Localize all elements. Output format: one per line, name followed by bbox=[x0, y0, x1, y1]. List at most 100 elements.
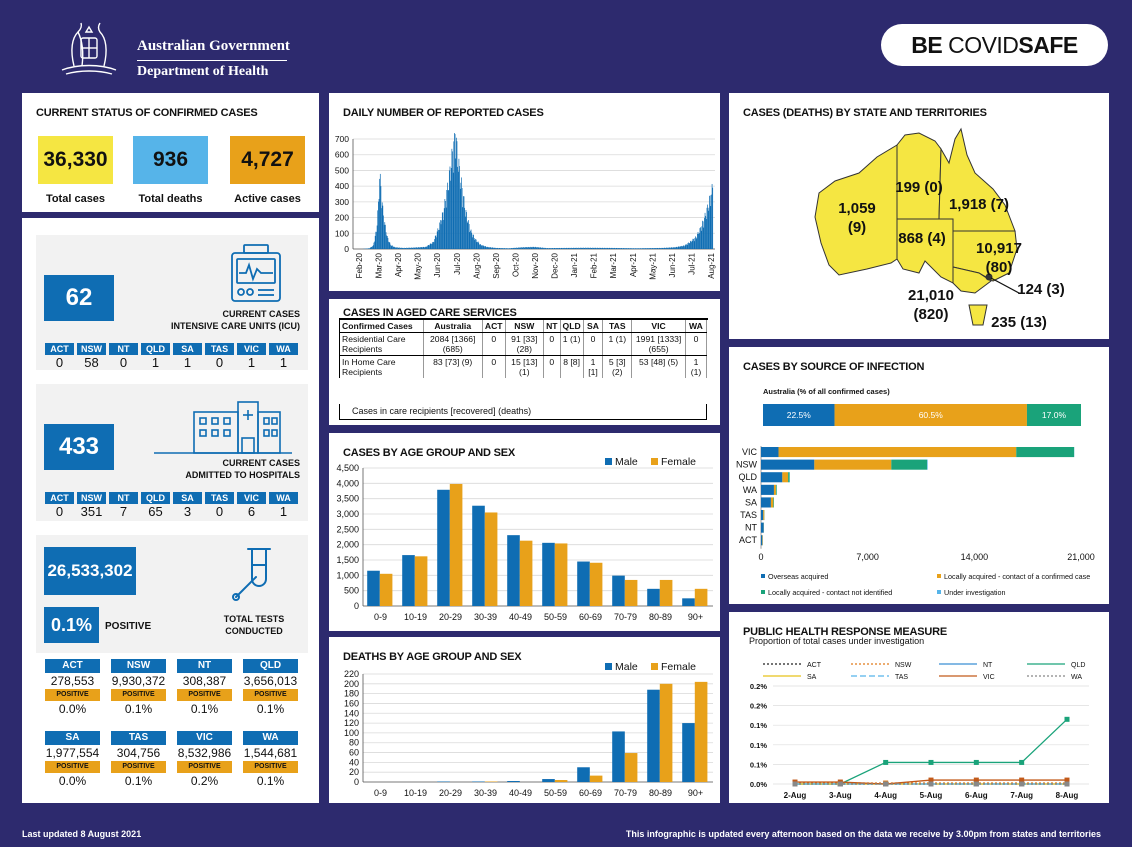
last-updated: Last updated 8 August 2021 bbox=[22, 829, 142, 839]
hospital-state-value: 6 bbox=[247, 504, 256, 519]
map-act bbox=[985, 273, 993, 281]
daily-bar bbox=[667, 248, 669, 249]
map-label-tas: 235 (13) bbox=[991, 314, 1047, 331]
daily-bar bbox=[521, 247, 523, 249]
daily-bar bbox=[625, 248, 627, 249]
aged-care-panel: CASES IN AGED CARE SERVICES Confirmed Ca… bbox=[329, 299, 720, 425]
x-tick-label: Aug-20 bbox=[472, 252, 481, 278]
hospital-state-label: NT bbox=[109, 492, 138, 504]
daily-bar bbox=[495, 247, 496, 249]
daily-bar bbox=[506, 248, 508, 249]
daily-bar bbox=[620, 248, 622, 249]
daily-bar bbox=[369, 247, 371, 249]
tests-state-value: 278,553 bbox=[50, 674, 95, 688]
daily-bar bbox=[637, 248, 639, 249]
coat-of-arms-icon bbox=[61, 22, 117, 75]
daily-bar bbox=[579, 248, 581, 249]
daily-bar bbox=[441, 212, 443, 249]
icu-value: 62 bbox=[44, 275, 114, 321]
daily-bar bbox=[371, 247, 373, 249]
hospital-state-value: 0 bbox=[215, 504, 224, 519]
map-label-sa: 868 (4) bbox=[898, 230, 946, 247]
daily-bar bbox=[381, 208, 382, 249]
daily-bar bbox=[672, 247, 673, 249]
daily-bar bbox=[704, 212, 706, 249]
daily-bar bbox=[677, 247, 678, 249]
daily-bar bbox=[507, 248, 508, 249]
daily-bar bbox=[609, 247, 611, 249]
table-cell: In Home Care Recipients bbox=[339, 355, 424, 378]
x-tick-label: Feb-21 bbox=[590, 252, 599, 278]
daily-bar bbox=[450, 180, 451, 249]
total-deaths-label: Total deaths bbox=[138, 193, 203, 205]
phrm-panel: PUBLIC HEALTH RESPONSE MEASURE Proportio… bbox=[729, 612, 1109, 803]
icu-wa: WA 1 bbox=[269, 343, 298, 370]
daily-bar bbox=[536, 247, 538, 249]
series-marker bbox=[1064, 716, 1070, 722]
icu-state-label: SA bbox=[173, 343, 202, 355]
daily-bar bbox=[406, 247, 408, 249]
daily-bar bbox=[567, 248, 569, 249]
daily-bar bbox=[581, 248, 583, 249]
daily-bar bbox=[602, 247, 604, 249]
daily-bar bbox=[639, 248, 641, 249]
daily-bar bbox=[460, 182, 462, 249]
daily-bar bbox=[489, 247, 491, 249]
daily-bar bbox=[679, 246, 681, 249]
daily-bar bbox=[589, 247, 591, 249]
daily-bar bbox=[574, 247, 576, 249]
daily-bar bbox=[675, 247, 676, 249]
hospital-tas: TAS 0 bbox=[205, 492, 234, 519]
daily-bar bbox=[626, 248, 627, 249]
daily-bar bbox=[697, 231, 699, 249]
tests-state-value: 308,387 bbox=[182, 674, 227, 688]
bar-male bbox=[647, 588, 660, 606]
daily-bar bbox=[635, 248, 636, 249]
x-tick-label: 90+ bbox=[688, 788, 703, 798]
x-tick-label: 4-Aug bbox=[874, 791, 897, 800]
daily-bar bbox=[562, 248, 564, 249]
aged-header-cell: NT bbox=[543, 320, 561, 333]
y-tick-label: 220 bbox=[344, 669, 359, 679]
daily-bar bbox=[475, 239, 477, 249]
daily-bar bbox=[508, 248, 510, 249]
daily-bar bbox=[529, 247, 531, 249]
daily-bar bbox=[488, 247, 490, 249]
daily-bar bbox=[548, 248, 550, 249]
legend-swatch bbox=[937, 590, 941, 594]
daily-bar bbox=[438, 229, 439, 249]
daily-bar bbox=[580, 247, 581, 249]
daily-bar bbox=[640, 248, 641, 249]
daily-bar bbox=[397, 247, 398, 249]
hospital-state-value: 3 bbox=[183, 504, 192, 519]
daily-bar bbox=[617, 248, 618, 249]
daily-bar bbox=[526, 247, 528, 249]
daily-bar bbox=[478, 242, 480, 249]
daily-bar bbox=[479, 244, 481, 249]
daily-bar bbox=[610, 248, 612, 249]
aged-header-cell: VIC bbox=[631, 320, 686, 333]
daily-bar bbox=[601, 247, 603, 249]
daily-bar bbox=[703, 227, 705, 249]
daily-bar bbox=[468, 220, 469, 249]
daily-bar bbox=[624, 248, 625, 249]
daily-bar bbox=[503, 248, 505, 249]
daily-bar bbox=[399, 247, 400, 249]
daily-bar bbox=[542, 247, 544, 249]
y-tick-label: 0.1% bbox=[750, 741, 767, 750]
daily-bar bbox=[418, 247, 420, 249]
bar-male bbox=[402, 555, 415, 606]
daily-bar bbox=[598, 248, 600, 249]
active-cases-box: 4,727 bbox=[230, 136, 305, 184]
daily-bar bbox=[516, 247, 517, 249]
daily-bar bbox=[562, 248, 563, 249]
map-panel: CASES (DEATHS) BY STATE AND TERRITORIES … bbox=[729, 93, 1109, 339]
daily-bar bbox=[633, 248, 635, 249]
x-tick-label: 3-Aug bbox=[829, 791, 852, 800]
hospital-qld: QLD 65 bbox=[141, 492, 170, 519]
daily-bar bbox=[615, 248, 616, 249]
icu-vic: VIC 1 bbox=[237, 343, 266, 370]
series-marker bbox=[928, 759, 934, 765]
daily-bar bbox=[642, 248, 644, 249]
daily-bar bbox=[627, 248, 629, 249]
